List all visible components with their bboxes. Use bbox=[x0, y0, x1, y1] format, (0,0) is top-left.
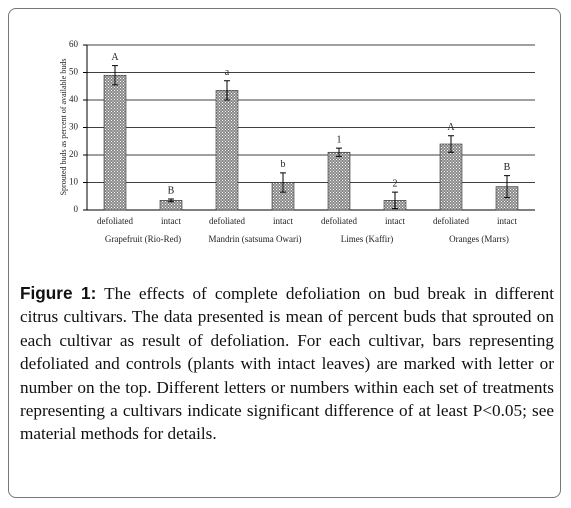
x-tick-label: defoliated bbox=[97, 216, 133, 226]
x-tick-label: defoliated bbox=[433, 216, 469, 226]
significance-letter: a bbox=[225, 67, 230, 78]
y-tick-label: 30 bbox=[69, 122, 79, 132]
significance-letter: B bbox=[168, 185, 175, 196]
bar bbox=[439, 143, 463, 211]
x-tick-label: intact bbox=[385, 216, 405, 226]
y-tick-label: 10 bbox=[69, 177, 79, 187]
significance-letter: b bbox=[281, 159, 286, 170]
bar bbox=[103, 74, 127, 211]
chart: Sprouted buds as percent of available bu… bbox=[59, 39, 535, 244]
caption-text: The effects of complete defoliation on b… bbox=[20, 284, 554, 444]
bar bbox=[215, 90, 239, 211]
x-tick-label: intact bbox=[161, 216, 181, 226]
y-tick-label: 40 bbox=[69, 94, 79, 104]
significance-letter: 1 bbox=[337, 134, 342, 145]
group-label: Oranges (Marrs) bbox=[449, 234, 509, 244]
y-tick-label: 50 bbox=[69, 67, 79, 77]
caption: Figure 1: The effects of complete defoli… bbox=[20, 282, 554, 446]
group-label: Mandrin (satsuma Owari) bbox=[209, 234, 302, 244]
x-tick-label: defoliated bbox=[209, 216, 245, 226]
significance-letter: B bbox=[504, 162, 511, 173]
x-tick-label: intact bbox=[273, 216, 293, 226]
significance-letter: A bbox=[111, 52, 119, 63]
figure-frame bbox=[8, 8, 561, 498]
y-tick-label: 0 bbox=[74, 204, 79, 214]
y-axis-label: Sprouted buds as percent of available bu… bbox=[59, 59, 68, 196]
significance-letter: 2 bbox=[393, 178, 398, 189]
bar bbox=[327, 151, 351, 211]
caption-label: Figure 1: bbox=[20, 283, 97, 303]
y-tick-label: 60 bbox=[69, 39, 79, 49]
group-label: Grapefruit (Rio-Red) bbox=[105, 234, 181, 244]
group-label: Limes (Kaffir) bbox=[341, 234, 394, 244]
x-tick-label: defoliated bbox=[321, 216, 357, 226]
x-tick-label: intact bbox=[497, 216, 517, 226]
significance-letter: A bbox=[447, 122, 455, 133]
y-tick-label: 20 bbox=[69, 149, 79, 159]
